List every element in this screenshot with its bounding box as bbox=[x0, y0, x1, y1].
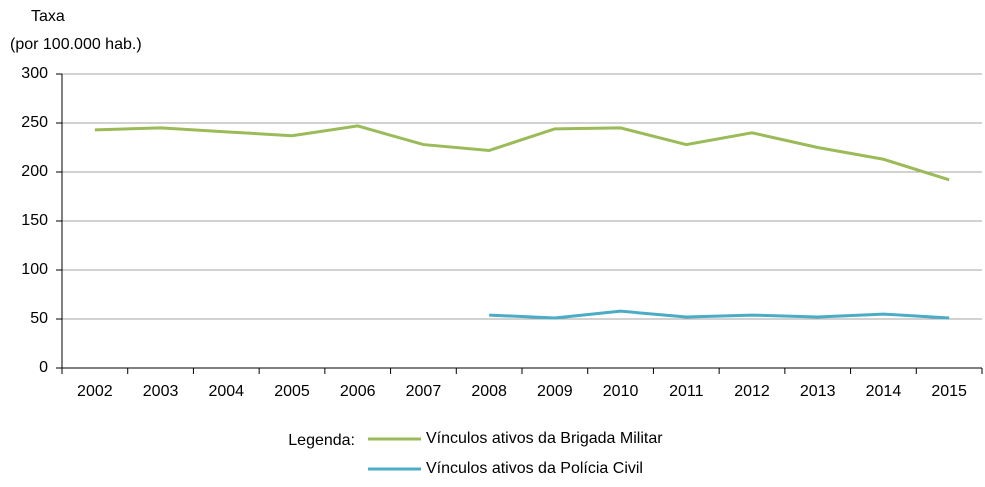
y-tick-label: 150 bbox=[21, 212, 48, 229]
y-tick-label: 100 bbox=[21, 261, 48, 278]
x-tick-label: 2013 bbox=[800, 383, 836, 400]
x-tick-label: 2014 bbox=[866, 383, 902, 400]
x-tick-label: 2005 bbox=[274, 383, 310, 400]
x-tick-label: 2002 bbox=[77, 383, 113, 400]
x-tick-label: 2009 bbox=[537, 383, 573, 400]
y-tick-label: 250 bbox=[21, 114, 48, 131]
legend-title: Legenda: bbox=[288, 432, 355, 449]
y-tick-label: 300 bbox=[21, 65, 48, 82]
x-tick-label: 2007 bbox=[406, 383, 442, 400]
x-tick-label: 2003 bbox=[143, 383, 179, 400]
y-tick-label: 200 bbox=[21, 163, 48, 180]
x-tick-label: 2011 bbox=[669, 383, 704, 400]
y-axis-label: Taxa bbox=[31, 8, 65, 25]
y-tick-label: 50 bbox=[30, 310, 48, 327]
y-axis-label: (por 100.000 hab.) bbox=[10, 36, 142, 53]
x-tick-label: 2015 bbox=[931, 383, 967, 400]
x-tick-label: 2010 bbox=[603, 383, 639, 400]
legend-label: Vínculos ativos da Brigada Militar bbox=[426, 430, 663, 447]
x-tick-label: 2008 bbox=[471, 383, 507, 400]
x-tick-label: 2012 bbox=[734, 383, 770, 400]
x-tick-label: 2006 bbox=[340, 383, 376, 400]
series-line bbox=[94, 124, 950, 182]
x-tick-label: 2004 bbox=[208, 383, 244, 400]
series-line bbox=[489, 309, 950, 320]
y-tick-label: 0 bbox=[39, 359, 48, 376]
legend-label: Vínculos ativos da Polícia Civil bbox=[426, 460, 643, 477]
